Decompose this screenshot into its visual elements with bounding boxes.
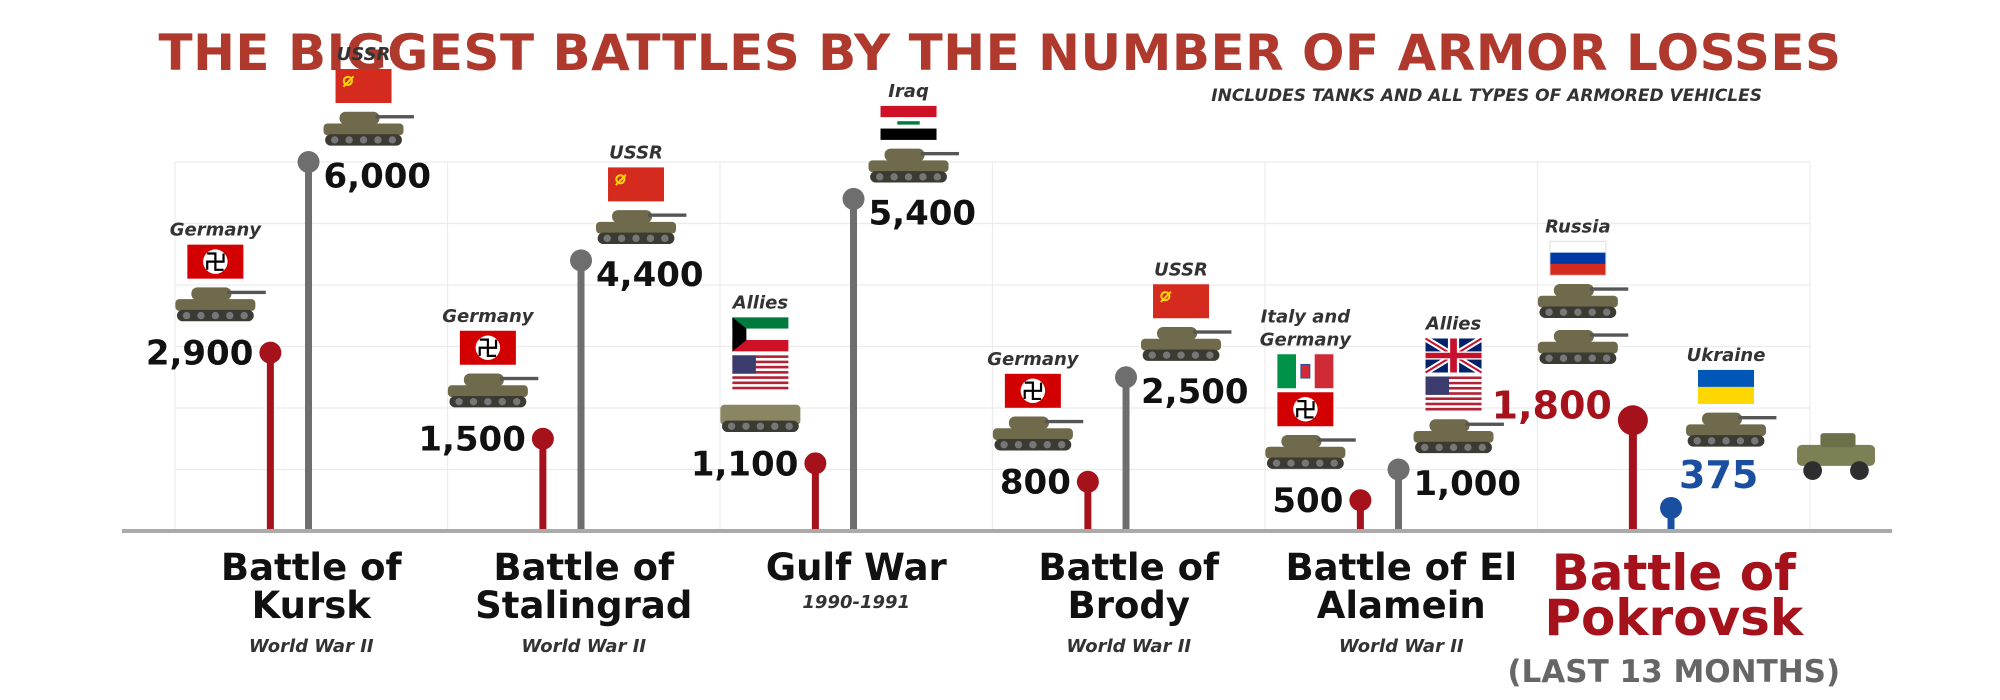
battle-group: 2,900 Germany 6,000 USSR bbox=[146, 44, 431, 531]
germany-flag-icon bbox=[1004, 373, 1061, 408]
usa-flag-icon bbox=[1425, 376, 1482, 411]
tank-icon bbox=[1141, 326, 1232, 361]
battle-name-label: Gulf War bbox=[765, 546, 947, 589]
battle-name-label: Battle of Stalingrad bbox=[475, 546, 693, 627]
value-label: 375 bbox=[1679, 453, 1758, 497]
side-label: Germany bbox=[1260, 329, 1353, 350]
value-label: 2,500 bbox=[1141, 372, 1249, 412]
battle-subtitle-label: 1990-1991 bbox=[802, 592, 911, 613]
value-label: 4,400 bbox=[596, 255, 704, 295]
value-label: 500 bbox=[1272, 481, 1343, 521]
value-label: 5,400 bbox=[869, 193, 977, 233]
tank-icon bbox=[1537, 284, 1629, 318]
tank-icon bbox=[992, 416, 1084, 451]
lollipop-head bbox=[259, 341, 282, 364]
battle-group: 1,500 Germany 4,400 USSR bbox=[418, 142, 704, 531]
chart-subtitle: INCLUDES TANKS AND ALL TYPES OF ARMORED … bbox=[1211, 86, 1762, 106]
battle-group: 800 Germany 2,500 USSR bbox=[987, 259, 1249, 531]
lollipop-head bbox=[842, 187, 865, 210]
tank-icon bbox=[596, 210, 687, 245]
battle-subtitle-label: World War II bbox=[1066, 636, 1192, 657]
lollipop-head bbox=[1349, 489, 1372, 512]
value-label: 1,000 bbox=[1414, 464, 1522, 504]
usa-flag-icon bbox=[732, 355, 789, 390]
value-label: 2,900 bbox=[146, 334, 254, 374]
tank-icon bbox=[1265, 434, 1356, 469]
side-label: Germany bbox=[987, 349, 1080, 370]
battle-name-label: Battle of Brody bbox=[1038, 546, 1220, 627]
tank-icon bbox=[720, 404, 801, 433]
side-label: USSR bbox=[337, 44, 391, 65]
chart-title: THE BIGGEST BATTLES BY THE NUMBER OF ARM… bbox=[158, 24, 1842, 82]
value-label: 800 bbox=[1000, 463, 1071, 503]
ussr-flag-icon bbox=[335, 69, 392, 103]
tank-icon bbox=[868, 148, 959, 183]
side-label: Iraq bbox=[888, 81, 929, 102]
iraq-flag-icon bbox=[880, 105, 937, 140]
value-label: 1,800 bbox=[1492, 383, 1612, 427]
value-label: 1,100 bbox=[691, 444, 799, 484]
side-label: Italy and bbox=[1261, 306, 1352, 327]
side-label: USSR bbox=[609, 142, 663, 163]
chart-marks: 2,900 Germany 6,000 USSR 1,500 Germany 4,400 US… bbox=[146, 44, 1876, 531]
ukraine-flag-icon bbox=[1698, 369, 1755, 404]
tank-icon bbox=[175, 287, 266, 322]
value-label: 1,500 bbox=[418, 420, 526, 460]
italy-flag-icon bbox=[1277, 354, 1334, 389]
lollipop-head bbox=[531, 427, 554, 450]
germany-flag-icon bbox=[187, 244, 244, 279]
battle-subtitle-label: World War II bbox=[521, 636, 647, 657]
battle-subtitle-label: World War II bbox=[1338, 636, 1464, 657]
side-label: Germany bbox=[442, 306, 535, 327]
lollipop-head bbox=[1387, 458, 1410, 481]
side-label: Russia bbox=[1545, 216, 1610, 237]
side-label: Allies bbox=[731, 292, 789, 313]
humvee-icon bbox=[1797, 433, 1876, 480]
lollipop-head bbox=[297, 151, 320, 173]
ussr-flag-icon bbox=[608, 167, 665, 202]
tank-icon bbox=[323, 111, 414, 146]
lollipop-head bbox=[1660, 496, 1683, 519]
value-label: 6,000 bbox=[324, 157, 432, 197]
battle-group: 1,800 Russia 375 Ukraine bbox=[1492, 216, 1876, 531]
battle-name-label: Battle of Pokrovsk bbox=[1544, 544, 1804, 647]
germany-flag-icon bbox=[459, 330, 516, 365]
germany-flag-icon bbox=[1277, 392, 1334, 427]
battle-group: 1,100 Allies 5,400 Iraq bbox=[691, 81, 976, 531]
kuwait-flag-icon bbox=[732, 317, 789, 352]
battle-name-label: Battle of Kursk bbox=[220, 546, 402, 627]
battle-name-label: Battle of El Alamein bbox=[1285, 546, 1518, 627]
uk-flag-icon bbox=[1423, 335, 1484, 376]
lollipop-head bbox=[804, 452, 827, 475]
side-label: USSR bbox=[1154, 259, 1208, 280]
tank-icon bbox=[1413, 419, 1504, 454]
lollipop-head bbox=[570, 249, 593, 272]
side-label: Ukraine bbox=[1687, 345, 1766, 366]
russia-flag-icon bbox=[1549, 240, 1607, 276]
tank-icon bbox=[1537, 330, 1629, 364]
ussr-flag-icon bbox=[1153, 284, 1210, 319]
lollipop-head bbox=[1617, 405, 1648, 436]
tank-icon bbox=[1686, 412, 1777, 447]
lollipop-head bbox=[1076, 470, 1099, 493]
battle-subtitle-label: World War II bbox=[248, 636, 374, 657]
lollipop-head bbox=[1115, 366, 1138, 389]
side-label: Allies bbox=[1424, 314, 1482, 335]
side-label: Germany bbox=[170, 220, 263, 241]
tank-icon bbox=[447, 373, 539, 408]
battle-subtitle-label: (LAST 13 MONTHS) bbox=[1507, 654, 1841, 690]
